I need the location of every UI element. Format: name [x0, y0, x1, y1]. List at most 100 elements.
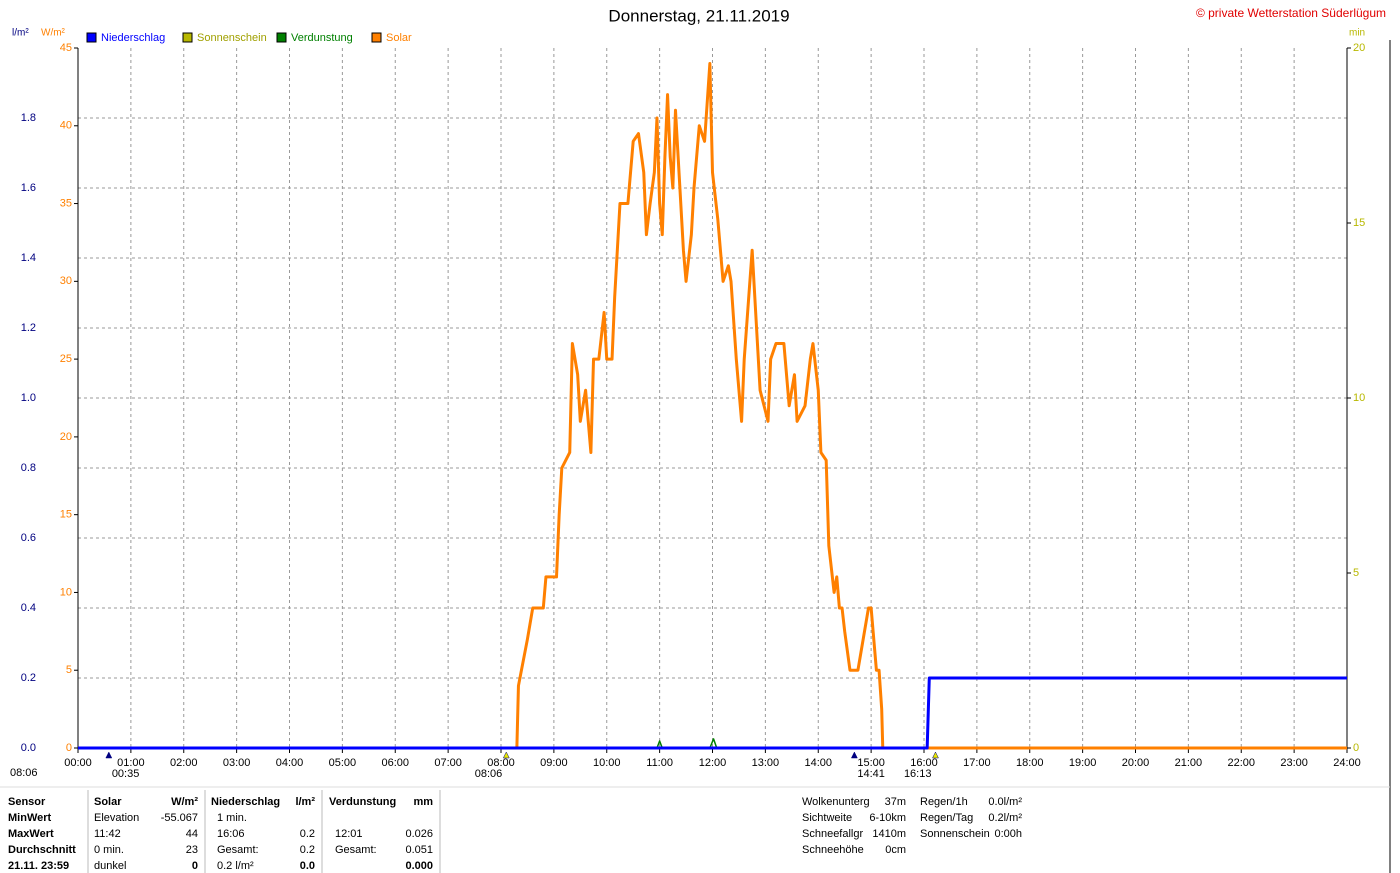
y-tick-label: 1.2 — [21, 322, 36, 334]
x-tick-label: 20:00 — [1122, 757, 1150, 769]
info-value: 0.2l/m² — [988, 812, 1022, 824]
y3-tick-label: 0 — [1353, 742, 1359, 754]
annotation-label: 08:06 — [475, 768, 503, 780]
chart-title: Donnerstag, 21.11.2019 — [608, 6, 789, 25]
y2-tick-label: 15 — [60, 509, 72, 521]
y3-tick-label: 10 — [1353, 392, 1365, 404]
x-tick-label: 23:00 — [1280, 757, 1308, 769]
y3-tick-label: 15 — [1353, 217, 1365, 229]
y3-axis-label: min — [1349, 28, 1365, 39]
x-tick-label: 18:00 — [1016, 757, 1044, 769]
series-line — [78, 676, 1347, 750]
info-label: Wolkenunterg — [802, 796, 870, 808]
cell-value: 0.000 — [405, 860, 433, 872]
y3-tick-label: 5 — [1353, 567, 1359, 579]
copyright: © private Wetterstation Süderlügum — [1196, 6, 1386, 20]
x-tick-label: 22:00 — [1227, 757, 1255, 769]
cell: Elevation — [94, 812, 139, 824]
cell-value: 0.2 — [300, 828, 315, 840]
row-label: Durchschnitt — [8, 844, 76, 856]
row-label: MaxWert — [8, 828, 54, 840]
series-line — [78, 62, 1347, 750]
cell-value: 0.2 — [300, 844, 315, 856]
block-title: Niederschlag — [211, 796, 280, 808]
legend-swatch — [276, 32, 287, 43]
cell: 0.2 l/m² — [217, 860, 254, 872]
cell: Gesamt: — [217, 844, 259, 856]
x-tick-label: 16:00 — [910, 757, 938, 769]
cell: 16:06 — [217, 828, 245, 840]
block-unit: W/m² — [171, 796, 198, 808]
x-tick-label: 01:00 — [117, 757, 145, 769]
row-label: 21.11. 23:59 — [8, 860, 69, 872]
row-label: MinWert — [8, 812, 52, 824]
annotation-marker — [850, 751, 858, 759]
legend-swatch — [86, 32, 97, 43]
annotation-marker — [932, 751, 939, 759]
y-tick-label: 1.4 — [21, 252, 36, 264]
legend-swatch — [182, 32, 193, 43]
y-tick-label: 1.6 — [21, 182, 36, 194]
cell: 0 min. — [94, 844, 124, 856]
y-tick-label: 1.8 — [21, 112, 36, 124]
y-tick-label: 0.6 — [21, 532, 36, 544]
x-tick-label: 19:00 — [1069, 757, 1097, 769]
row-label: Sensor — [8, 796, 46, 808]
x-tick-label: 03:00 — [223, 757, 251, 769]
cell-value: 44 — [186, 828, 198, 840]
cell: 1 min. — [217, 812, 247, 824]
info-label: Regen/1h — [920, 796, 968, 808]
legend-label: Niederschlag — [101, 32, 165, 44]
x-tick-label: 12:00 — [699, 757, 727, 769]
info-value: 0.0l/m² — [988, 796, 1022, 808]
legend-label: Solar — [386, 32, 412, 44]
cell-value: 23 — [186, 844, 198, 856]
x-tick-label: 17:00 — [963, 757, 991, 769]
cell: Gesamt: — [335, 844, 377, 856]
cell: 11:42 — [94, 828, 121, 840]
info-label: Schneefallgr — [802, 828, 863, 840]
cell-value: -55.067 — [161, 812, 198, 824]
legend-swatch — [371, 32, 382, 43]
annotation-label: 14:41 — [857, 768, 885, 780]
x-tick-label: 13:00 — [752, 757, 780, 769]
x-tick-label: 15:00 — [857, 757, 885, 769]
x-tick-label: 09:00 — [540, 757, 568, 769]
x-tick-label: 04:00 — [276, 757, 304, 769]
legend-label: Verdunstung — [291, 32, 353, 44]
block-unit: l/m² — [295, 796, 315, 808]
info-label: Schneehöhe — [802, 844, 864, 856]
y2-tick-label: 40 — [60, 120, 72, 132]
cell-value: 0 — [192, 860, 198, 872]
block-title: Verdunstung — [329, 796, 396, 808]
x-tick-label: 06:00 — [381, 757, 409, 769]
y-tick-label: 0.0 — [21, 742, 36, 754]
y2-tick-label: 45 — [60, 42, 72, 54]
info-value: 0:00h — [994, 828, 1022, 840]
x-tick-label: 11:00 — [646, 757, 673, 769]
cell-value: 0.026 — [405, 828, 433, 840]
block-title: Solar — [94, 796, 122, 808]
corner-label: 08:06 — [10, 767, 38, 779]
y-axis-label: l/m² — [12, 28, 29, 39]
info-value: 37m — [885, 796, 906, 808]
y2-tick-label: 25 — [60, 353, 72, 365]
info-value: 0cm — [885, 844, 906, 856]
x-tick-label: 07:00 — [434, 757, 462, 769]
annotation-label: 00:35 — [112, 768, 140, 780]
info-value: 1410m — [872, 828, 906, 840]
x-tick-label: 14:00 — [804, 757, 832, 769]
x-tick-label: 08:00 — [487, 757, 515, 769]
y2-tick-label: 0 — [66, 742, 72, 754]
cell: dunkel — [94, 860, 126, 872]
x-tick-label: 21:00 — [1175, 757, 1203, 769]
y2-tick-label: 5 — [66, 664, 72, 676]
x-tick-label: 00:00 — [64, 757, 92, 769]
y2-axis-label: W/m² — [41, 28, 66, 39]
block-unit: mm — [413, 796, 433, 808]
y-tick-label: 0.2 — [21, 672, 36, 684]
annotation-label: 16:13 — [904, 768, 932, 780]
y2-tick-label: 30 — [60, 275, 72, 287]
